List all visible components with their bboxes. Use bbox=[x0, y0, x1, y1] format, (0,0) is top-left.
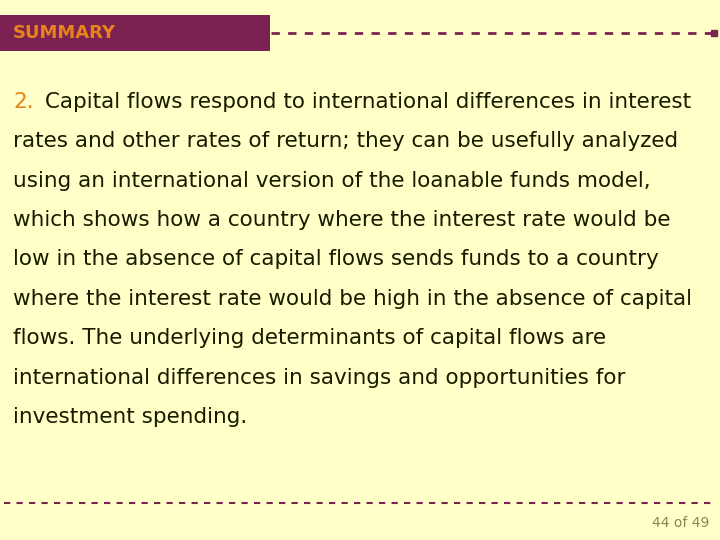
Text: which shows how a country where the interest rate would be: which shows how a country where the inte… bbox=[13, 210, 670, 230]
Text: Capital flows respond to international differences in interest: Capital flows respond to international d… bbox=[38, 92, 691, 112]
Text: flows. The underlying determinants of capital flows are: flows. The underlying determinants of ca… bbox=[13, 328, 606, 348]
Text: SUMMARY: SUMMARY bbox=[13, 24, 116, 43]
Text: 44 of 49: 44 of 49 bbox=[652, 516, 709, 530]
FancyBboxPatch shape bbox=[0, 15, 270, 51]
Text: international differences in savings and opportunities for: international differences in savings and… bbox=[13, 368, 626, 388]
Text: where the interest rate would be high in the absence of capital: where the interest rate would be high in… bbox=[13, 289, 692, 309]
Text: investment spending.: investment spending. bbox=[13, 407, 247, 427]
Text: 2.: 2. bbox=[13, 92, 34, 112]
Text: rates and other rates of return; they can be usefully analyzed: rates and other rates of return; they ca… bbox=[13, 131, 678, 151]
Text: low in the absence of capital flows sends funds to a country: low in the absence of capital flows send… bbox=[13, 249, 659, 269]
Text: using an international version of the loanable funds model,: using an international version of the lo… bbox=[13, 171, 651, 191]
